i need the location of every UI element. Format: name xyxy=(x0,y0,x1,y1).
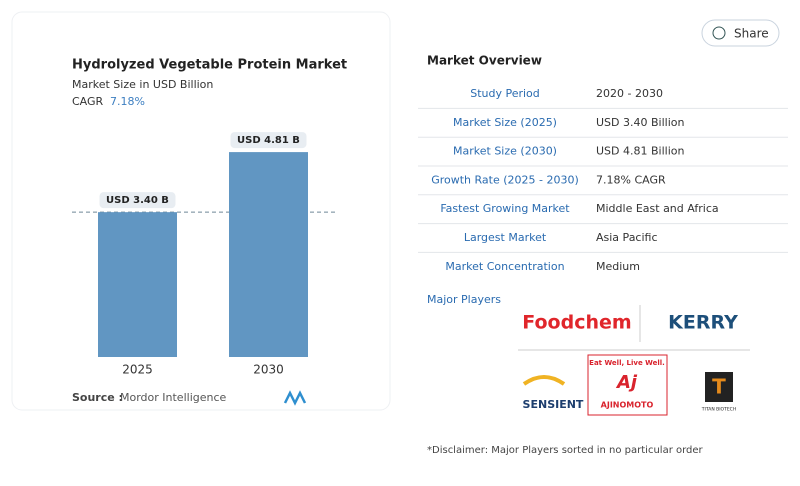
brand-logo xyxy=(283,390,307,406)
bar xyxy=(98,212,177,357)
row-label: Market Size (2025) xyxy=(453,116,557,129)
chart-title: Hydrolyzed Vegetable Protein Market xyxy=(72,58,347,73)
x-tick-label: 2025 xyxy=(122,363,153,377)
logo-tagline: Eat Well, Live Well. xyxy=(589,359,665,367)
logo-foodchem: Foodchem xyxy=(522,312,631,334)
chart-subtitle: Market Size in USD Billion xyxy=(72,78,213,91)
share-button[interactable] xyxy=(701,19,780,47)
value-label: USD 3.40 B xyxy=(106,195,169,206)
row-label: Fastest Growing Market xyxy=(440,202,570,215)
row-value: USD 4.81 Billion xyxy=(596,145,684,158)
source: Mordor Intelligence xyxy=(120,391,227,404)
logo-mark xyxy=(705,372,733,402)
x-tick-label: 2030 xyxy=(253,363,284,377)
row-value: Medium xyxy=(596,260,640,273)
row-value: Asia Pacific xyxy=(596,231,658,244)
value-label-bg xyxy=(99,192,176,209)
logo-box xyxy=(587,354,668,416)
disclaimer: *Disclaimer: Major Players sorted in no … xyxy=(427,445,704,456)
value-label: USD 4.81 B xyxy=(237,135,300,146)
logo-mark: T xyxy=(712,375,726,399)
value-label-bg xyxy=(230,132,307,149)
bar-chart: USD 3.40 B 2025 USD 4.81 B 2030 xyxy=(72,132,336,377)
overview-table: Study Period 2020 - 2030 Market Size (2025… xyxy=(418,87,788,273)
row-value: 7.18% CAGR xyxy=(596,173,666,186)
row-label: Market Concentration xyxy=(445,260,564,273)
bar xyxy=(229,152,308,357)
row-label: Largest Market xyxy=(464,231,547,244)
row-label: Study Period xyxy=(470,87,540,100)
row-label: Growth Rate (2025 - 2030) xyxy=(431,173,579,186)
logo-mark xyxy=(522,375,566,386)
row-value: 2020 - 2030 xyxy=(596,87,663,100)
row-value: Middle East and Africa xyxy=(596,202,719,215)
cagr-value: 7.18% xyxy=(110,95,145,108)
row-value: USD 3.40 Billion xyxy=(596,116,684,129)
logo-mark: Aj xyxy=(615,372,638,393)
logo-ajinomoto: AJINOMOTO xyxy=(601,401,654,410)
logo-titan: TITAN BIOTECH xyxy=(701,407,736,413)
players-title: Major Players xyxy=(427,293,501,306)
logo-sensient: SENSIENT xyxy=(523,398,584,411)
logo-kerry: KERRY xyxy=(668,312,738,334)
overview-title: Market Overview xyxy=(427,54,542,68)
row-label: Market Size (2030) xyxy=(453,145,557,158)
share-icon xyxy=(712,26,726,40)
share-label[interactable]: Share xyxy=(734,27,769,41)
cagr-label: CAGR xyxy=(72,95,104,108)
source-label: Source : xyxy=(72,391,123,404)
